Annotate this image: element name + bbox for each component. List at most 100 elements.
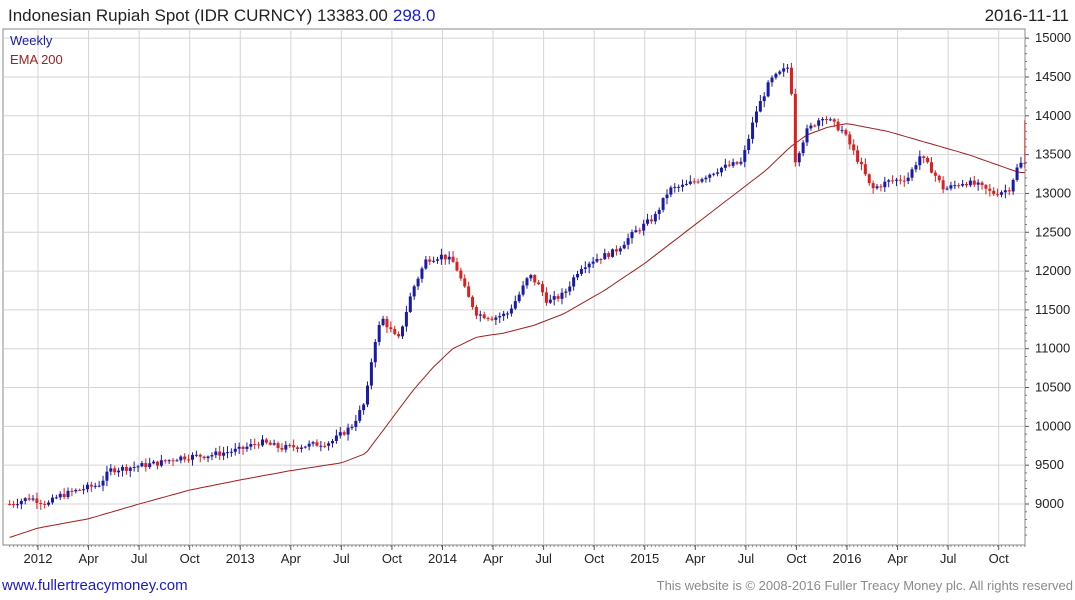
candle (105, 465, 109, 487)
candle-body (673, 186, 677, 188)
candle-body (397, 333, 401, 337)
candle (964, 182, 968, 188)
candle-body (148, 463, 152, 468)
x-tick-label: Apr (78, 551, 99, 566)
candle-body (883, 181, 887, 188)
candle (665, 189, 669, 205)
candle (1011, 178, 1015, 195)
candle-body (646, 219, 650, 224)
candle (439, 248, 443, 265)
legend-ema: EMA 200 (10, 52, 63, 67)
candle (653, 211, 657, 225)
candle (74, 488, 78, 494)
candle-body (439, 254, 443, 260)
candle (202, 455, 206, 460)
candle-body (626, 238, 630, 245)
candle-body (797, 153, 801, 163)
candle-body (859, 161, 863, 165)
candle (393, 325, 397, 336)
candle (97, 480, 101, 488)
candle-body (544, 292, 548, 303)
candle (583, 261, 587, 274)
candle (766, 80, 770, 98)
candle-body (595, 259, 599, 262)
candle (85, 482, 89, 493)
candle-body (401, 326, 405, 337)
candle (408, 292, 412, 314)
candle (937, 174, 941, 183)
candle-body (268, 442, 272, 445)
candle (875, 184, 879, 190)
candle (58, 491, 62, 501)
candle (537, 279, 541, 286)
candle (914, 161, 918, 173)
candle (630, 229, 634, 244)
candle-body (739, 161, 743, 164)
candle (47, 500, 51, 507)
candle-body (762, 96, 766, 102)
candle-body (436, 259, 440, 261)
candle-body (331, 440, 335, 444)
candle (922, 155, 926, 164)
candle-body (58, 493, 62, 498)
candle (638, 227, 642, 235)
candle (315, 439, 319, 447)
candle (840, 125, 844, 134)
candle (443, 253, 447, 265)
y-tick-label: 15000 (1035, 30, 1071, 45)
candle-body (389, 327, 393, 330)
candle-body (218, 451, 222, 456)
candle (136, 464, 140, 473)
candle-body (206, 456, 210, 459)
candle (712, 172, 716, 177)
candle-body (140, 463, 144, 467)
website-link[interactable]: www.fullertreacymoney.com (1, 577, 188, 594)
candle (560, 288, 564, 305)
candle-body (922, 156, 926, 158)
candle (980, 181, 984, 190)
candle (366, 381, 370, 408)
candle-body (128, 467, 132, 471)
candle (603, 248, 607, 260)
y-tick-label: 9000 (1035, 496, 1064, 511)
candle-body (945, 188, 949, 190)
candle-body (506, 313, 510, 315)
candle-body (657, 209, 661, 214)
candle (723, 158, 727, 171)
candle (747, 134, 751, 154)
candle-body (276, 443, 280, 448)
candle-body (307, 443, 311, 447)
candle-body (27, 498, 31, 500)
grid (3, 29, 1025, 545)
candle-body (1023, 162, 1027, 164)
candle-body (210, 455, 214, 457)
candle-body (225, 452, 229, 454)
candle-body (50, 497, 54, 503)
candle-body (502, 313, 506, 317)
candle-body (163, 460, 167, 462)
candle-body (70, 490, 74, 492)
candle (62, 488, 66, 500)
candle (404, 305, 408, 332)
candle (556, 293, 560, 302)
candle-body (241, 446, 245, 449)
candle-body (821, 119, 825, 121)
ema-line (9, 123, 1025, 538)
candle (389, 321, 393, 333)
candle (614, 245, 618, 256)
x-tick-label: Apr (281, 551, 302, 566)
candle-body (113, 468, 117, 473)
x-axis: 2012 Apr Jul Oct 2013 Apr Jul Oct 2014 Apr Jul Oct 2… (9, 545, 1026, 566)
y-tick-label: 11000 (1035, 341, 1070, 356)
candle (517, 291, 521, 304)
candle (66, 487, 70, 500)
candle-body (856, 150, 860, 162)
candle-body (478, 314, 482, 316)
candle-body (117, 470, 121, 473)
candle (727, 160, 731, 168)
candle-body (229, 451, 233, 453)
candle-body (754, 111, 758, 123)
candle (19, 498, 23, 510)
candle-body (591, 261, 595, 264)
candle (673, 183, 677, 193)
